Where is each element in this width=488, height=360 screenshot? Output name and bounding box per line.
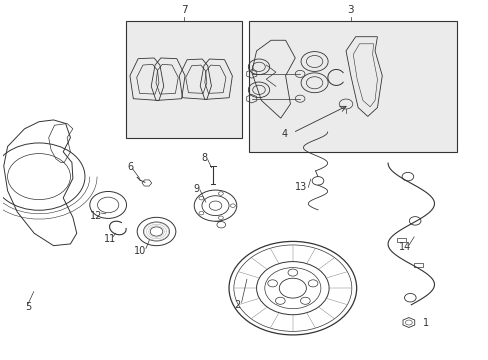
Text: 13: 13 [295,182,307,192]
Text: 2: 2 [234,300,240,310]
Text: 3: 3 [347,5,353,15]
Text: 10: 10 [134,246,146,256]
Bar [396,238,406,243]
Text: 7: 7 [181,5,187,15]
Text: 9: 9 [193,184,199,194]
Bar [249,21,456,152]
Text: 14: 14 [398,242,410,252]
Text: 1: 1 [422,318,428,328]
Bar [413,263,423,267]
Text: 8: 8 [202,153,207,163]
Text: 6: 6 [127,162,134,172]
Text: 4: 4 [281,129,286,139]
Bar [126,21,242,138]
Text: 12: 12 [90,211,102,221]
Text: 11: 11 [104,234,116,244]
Text: 5: 5 [25,302,31,311]
